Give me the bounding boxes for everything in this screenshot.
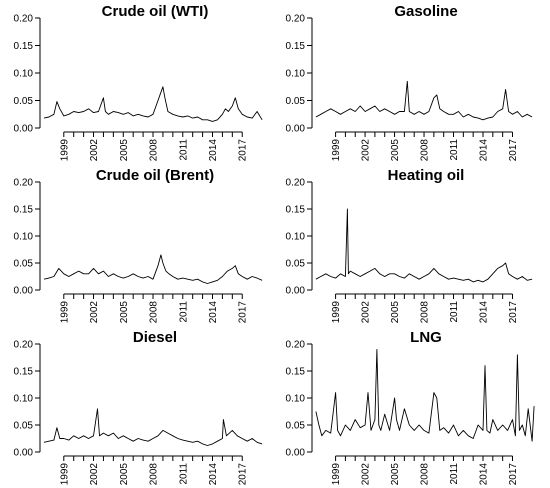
- x-tick-label: 2011: [178, 463, 189, 485]
- x-tick-label: 2005: [119, 463, 130, 486]
- x-tick-label: 2014: [479, 463, 490, 486]
- x-tick-label: 1999: [59, 139, 70, 162]
- y-tick-label: 0.15: [14, 41, 34, 52]
- panel-title: Crude oil (Brent): [96, 167, 214, 184]
- y-tick-label: 0.10: [14, 69, 34, 80]
- y-tick-label: 0.00: [14, 448, 34, 459]
- x-tick-label: 2017: [508, 301, 519, 324]
- x-tick-label: 2014: [208, 301, 219, 324]
- y-tick-label: 0.20: [14, 340, 34, 351]
- x-tick-label: 2014: [208, 139, 219, 162]
- x-tick-label: 2008: [149, 139, 160, 162]
- y-tick-label: 0.15: [286, 367, 306, 378]
- x-tick-label: 2005: [390, 139, 401, 162]
- y-tick-label: 0.20: [286, 14, 306, 25]
- x-tick-label: 2011: [178, 139, 189, 161]
- y-tick-label: 0.05: [286, 421, 306, 432]
- x-tick-label: 2002: [361, 463, 372, 486]
- x-tick-label: 2002: [361, 301, 372, 324]
- x-tick-label: 1999: [331, 463, 342, 486]
- x-tick-label: 2017: [238, 301, 249, 324]
- series-line: [315, 348, 535, 442]
- x-tick-label: 2008: [149, 301, 160, 324]
- y-tick-label: 0.00: [14, 286, 34, 297]
- x-tick-label: 2017: [508, 139, 519, 162]
- x-tick-label: 2017: [238, 463, 249, 486]
- x-tick-label: 2008: [420, 301, 431, 324]
- y-tick-label: 0.20: [14, 178, 34, 189]
- y-tick-label: 0.15: [286, 205, 306, 216]
- panel-title: LNG: [410, 329, 442, 346]
- x-tick-label: 2014: [479, 301, 490, 324]
- x-tick-label: 1999: [331, 139, 342, 162]
- x-tick-label: 2005: [390, 463, 401, 486]
- panel-title: Diesel: [133, 329, 177, 346]
- y-tick-label: 0.00: [14, 124, 34, 135]
- x-tick-label: 2011: [449, 463, 460, 485]
- y-tick-label: 0.10: [286, 69, 306, 80]
- y-tick-label: 0.15: [286, 41, 306, 52]
- x-tick-label: 2002: [361, 139, 372, 162]
- series-line: [43, 408, 263, 446]
- x-tick-label: 2011: [178, 301, 189, 323]
- x-tick-label: 2014: [208, 463, 219, 486]
- y-tick-label: 0.05: [14, 259, 34, 270]
- x-tick-label: 2002: [89, 301, 100, 324]
- x-tick-label: 2017: [238, 139, 249, 162]
- y-tick-label: 0.20: [286, 340, 306, 351]
- panel-6: LNG 0.00 0.05 0.10 0.15 0.20 1999 2002 2005 2008 2…: [286, 329, 535, 485]
- y-tick-label: 0.05: [286, 96, 306, 107]
- y-tick-label: 0.20: [286, 178, 306, 189]
- y-tick-label: 0.00: [286, 448, 306, 459]
- x-tick-label: 2005: [119, 139, 130, 162]
- y-tick-label: 0.05: [286, 259, 306, 270]
- y-tick-label: 0.00: [286, 124, 306, 135]
- y-tick-label: 0.15: [14, 367, 34, 378]
- x-tick-label: 1999: [59, 301, 70, 324]
- x-tick-label: 2014: [479, 139, 490, 162]
- x-tick-label: 2002: [89, 463, 100, 486]
- y-tick-label: 0.05: [14, 421, 34, 432]
- y-tick-label: 0.10: [14, 394, 34, 405]
- x-tick-label: 2011: [449, 139, 460, 161]
- panel-3: Crude oil (Brent) 0.00 0.05 0.10 0.15 0.20 199…: [14, 167, 263, 323]
- panel-title: Crude oil (WTI): [102, 3, 209, 20]
- x-tick-label: 2011: [449, 301, 460, 323]
- x-tick-label: 1999: [331, 301, 342, 324]
- x-tick-label: 2008: [420, 463, 431, 486]
- panel-1: Crude oil (WTI) 0.00 0.05 0.10 0.15 0.20 1999 2…: [14, 3, 263, 161]
- y-tick-label: 0.10: [286, 394, 306, 405]
- series-line: [315, 208, 533, 283]
- y-tick-label: 0.05: [14, 96, 34, 107]
- y-tick-label: 0.10: [286, 232, 306, 243]
- x-tick-label: 2005: [390, 301, 401, 324]
- x-tick-label: 2008: [149, 463, 160, 486]
- x-tick-label: 1999: [59, 463, 70, 486]
- panel-2: Gasoline 0.00 0.05 0.10 0.15 0.20 1999 2002 2005…: [286, 3, 533, 161]
- y-tick-label: 0.20: [14, 14, 34, 25]
- y-tick-label: 0.10: [14, 232, 34, 243]
- y-tick-label: 0.00: [286, 286, 306, 297]
- panel-title: Gasoline: [394, 3, 457, 20]
- panel-5: Diesel 0.00 0.05 0.10 0.15 0.20 1999 2002 2005 20…: [14, 329, 263, 485]
- x-tick-label: 2017: [508, 463, 519, 486]
- panel-title: Heating oil: [388, 167, 465, 184]
- panel-4: Heating oil 0.00 0.05 0.10 0.15 0.20 1999 2002 2…: [286, 167, 533, 323]
- x-tick-label: 2005: [119, 301, 130, 324]
- x-tick-label: 2002: [89, 139, 100, 162]
- y-tick-label: 0.15: [14, 205, 34, 216]
- x-tick-label: 2008: [420, 139, 431, 162]
- series-line: [43, 86, 263, 122]
- series-line: [43, 254, 263, 284]
- series-line: [315, 80, 533, 121]
